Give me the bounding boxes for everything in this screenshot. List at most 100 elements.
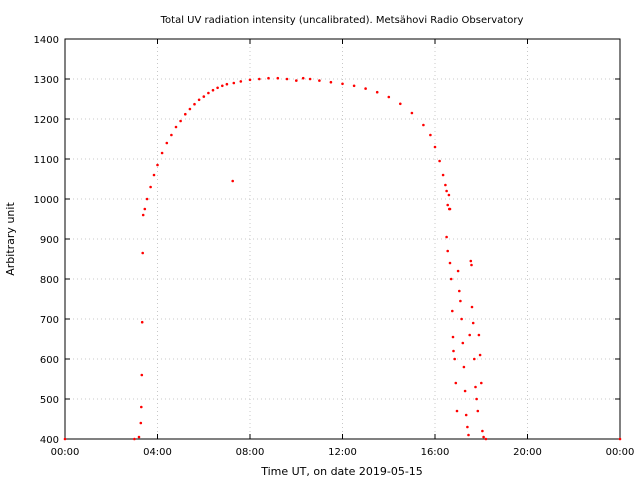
data-point xyxy=(469,259,473,263)
data-point xyxy=(454,381,458,385)
data-point xyxy=(140,405,143,409)
x-tick-label: 00:00 xyxy=(51,447,80,458)
data-point xyxy=(480,381,483,385)
data-point xyxy=(445,235,448,239)
data-point xyxy=(141,213,145,217)
data-point xyxy=(165,141,169,145)
data-point xyxy=(352,84,356,88)
data-point xyxy=(478,353,482,357)
data-point xyxy=(466,425,469,429)
data-point xyxy=(433,145,437,149)
x-tick-label: 04:00 xyxy=(143,447,172,458)
data-point xyxy=(473,357,476,361)
y-tick-label: 1100 xyxy=(34,155,59,166)
data-point xyxy=(301,76,305,80)
data-point xyxy=(482,435,485,439)
data-point xyxy=(221,84,224,88)
data-point xyxy=(258,77,261,81)
data-point xyxy=(455,409,459,413)
data-point xyxy=(140,320,144,324)
data-point xyxy=(231,179,234,183)
data-point xyxy=(318,79,321,82)
data-point xyxy=(139,421,143,425)
data-point xyxy=(467,433,470,437)
data-points xyxy=(63,76,622,441)
data-point xyxy=(446,203,450,207)
data-point xyxy=(459,299,462,303)
data-point xyxy=(308,77,312,81)
data-point xyxy=(458,289,461,293)
data-point xyxy=(267,76,270,80)
y-tick-label: 1200 xyxy=(34,115,59,126)
y-tick-label: 1400 xyxy=(34,35,59,46)
data-point xyxy=(464,413,468,417)
x-axis-label: Time UT, on date 2019-05-15 xyxy=(260,465,423,478)
data-point xyxy=(63,437,67,441)
x-tick-label: 20:00 xyxy=(513,447,542,458)
data-point xyxy=(477,333,481,337)
y-axis-label: Arbitrary unit xyxy=(4,202,17,276)
x-tick-labels: 00:00 04:00 08:00 12:00 16:00 20:00 00:00 xyxy=(51,447,635,458)
data-point xyxy=(137,435,141,439)
grid xyxy=(65,39,620,439)
data-point xyxy=(461,341,465,345)
y-tick-label: 1000 xyxy=(34,195,59,206)
data-point xyxy=(444,183,447,187)
data-point xyxy=(188,107,192,111)
axis-ticks xyxy=(64,38,621,440)
data-point xyxy=(179,119,182,123)
data-point xyxy=(618,437,622,441)
data-point xyxy=(474,385,477,389)
data-point xyxy=(375,90,379,94)
data-point xyxy=(133,437,136,441)
data-point xyxy=(202,95,206,98)
chart-title: Total UV radiation intensity (uncalibrat… xyxy=(160,15,524,26)
data-point xyxy=(470,305,474,309)
data-point xyxy=(448,261,452,265)
data-point xyxy=(410,111,414,115)
data-point xyxy=(248,78,252,82)
x-tick-label: 16:00 xyxy=(421,447,450,458)
data-point xyxy=(451,309,454,313)
data-point xyxy=(211,88,215,92)
y-tick-labels: 400 500 600 700 800 900 1000 1100 1200 1300 1400 xyxy=(34,35,59,446)
data-point xyxy=(193,102,196,106)
data-point xyxy=(170,133,173,137)
data-point xyxy=(225,82,229,86)
data-point xyxy=(475,397,478,401)
data-point xyxy=(197,98,201,102)
data-point xyxy=(452,349,455,353)
data-point xyxy=(460,317,463,321)
data-point xyxy=(441,173,445,177)
data-point xyxy=(329,80,333,84)
data-point xyxy=(141,251,144,255)
data-point xyxy=(476,409,480,413)
data-point xyxy=(285,77,289,81)
data-point xyxy=(160,151,164,155)
y-tick-label: 900 xyxy=(40,235,59,246)
data-point xyxy=(468,333,472,337)
data-point xyxy=(429,133,432,137)
data-point xyxy=(387,95,391,99)
y-tick-label: 700 xyxy=(40,315,59,326)
y-tick-label: 1300 xyxy=(34,75,59,86)
data-point xyxy=(446,249,450,253)
data-point xyxy=(184,112,187,116)
data-point xyxy=(481,429,484,433)
data-point xyxy=(449,277,453,281)
data-point xyxy=(152,173,156,177)
data-point xyxy=(174,125,178,129)
data-point xyxy=(462,365,466,369)
data-point xyxy=(232,81,236,85)
y-tick-label: 400 xyxy=(40,435,59,446)
y-tick-label: 500 xyxy=(40,395,59,406)
data-point xyxy=(341,82,344,86)
data-point xyxy=(447,193,451,197)
data-point xyxy=(276,76,280,80)
data-point xyxy=(438,159,441,163)
data-point xyxy=(143,207,147,211)
data-point xyxy=(451,335,455,339)
data-point xyxy=(456,269,460,273)
data-point xyxy=(422,123,425,127)
